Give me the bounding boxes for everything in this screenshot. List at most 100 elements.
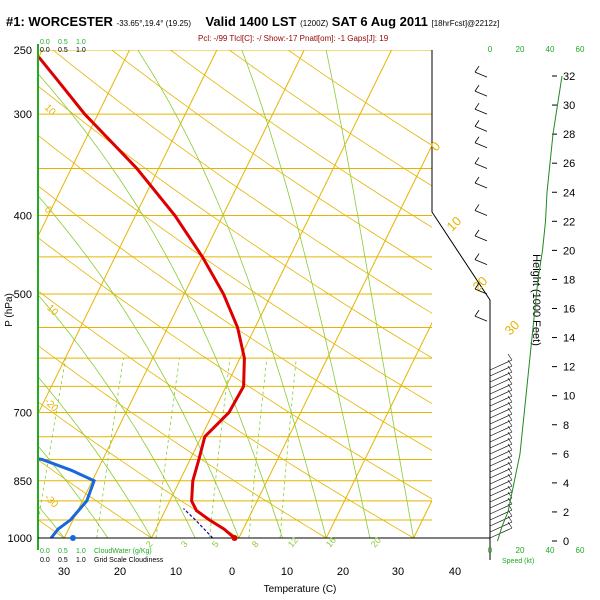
isotherm-label: 0 xyxy=(42,204,54,216)
speed-tick-bottom: 40 xyxy=(546,546,555,555)
speed-tick-top: 60 xyxy=(576,45,585,54)
dry-adiabat-label: 0 xyxy=(428,138,444,154)
moist-adiabat-line xyxy=(241,50,371,538)
wind-barb-flag xyxy=(507,371,513,379)
cloudwater-title: CloudWater (g/Kg) xyxy=(94,548,152,555)
wind-barb-flag xyxy=(474,65,480,73)
wind-barb xyxy=(489,437,513,449)
pressure-tick-label: 500 xyxy=(14,289,32,301)
isotherm-line xyxy=(38,50,130,238)
wind-barb xyxy=(474,182,488,189)
cloudiness-tick-top: 0.0 xyxy=(40,47,50,54)
speed-tick-bottom: 0 xyxy=(488,546,493,555)
dry-adiabat-line xyxy=(38,85,432,359)
series-temperature-line xyxy=(38,56,246,538)
x-axis-label: Temperature (C) xyxy=(264,584,337,595)
pressure-tick-label: 400 xyxy=(14,210,32,222)
wind-barb xyxy=(474,259,488,266)
wind-barb-flag xyxy=(507,353,513,361)
plot-frame xyxy=(37,44,491,560)
height-tick-label: 2 xyxy=(563,507,569,519)
mixing-ratio-label: 20 xyxy=(369,535,383,549)
wind-barb xyxy=(489,461,513,473)
cloudwater-tick-bottom: 0.0 xyxy=(40,548,50,555)
wind-barb xyxy=(489,527,513,539)
chart-subtitle: Pcl: -/99 Tlcl[C]: -/ Show:-17 Pnatl[om]… xyxy=(198,34,389,43)
cloudiness-tick-bottom: 0.5 xyxy=(58,557,68,564)
mixing-ratio-line xyxy=(248,358,268,538)
isotherm-line xyxy=(413,499,432,538)
wind-barb xyxy=(489,521,513,533)
wind-barb-flag xyxy=(507,431,513,439)
wind-barb-flag xyxy=(507,515,513,523)
height-tick-label: 12 xyxy=(563,362,575,374)
wind-barb xyxy=(489,425,513,437)
wind-barb-flag xyxy=(507,413,513,421)
mixing-ratio-line xyxy=(96,358,124,538)
wind-barb-flag xyxy=(507,503,513,511)
mixing-ratio-line xyxy=(279,358,297,538)
moist-adiabat-line xyxy=(38,445,109,538)
moist-adiabat-line xyxy=(38,73,283,538)
speed-tick-top: 20 xyxy=(516,45,525,54)
isotherm-line xyxy=(151,50,392,538)
wind-barb xyxy=(489,407,513,419)
wind-barb-flag xyxy=(507,401,513,409)
height-tick-label: 4 xyxy=(563,478,569,490)
dry-adiabat-line xyxy=(38,134,432,405)
speed-tick-top: 0 xyxy=(488,45,493,54)
height-tick-label: 6 xyxy=(563,449,569,461)
wind-barb xyxy=(474,90,488,97)
wind-barb xyxy=(474,163,488,169)
wind-barb xyxy=(489,365,513,377)
wind-barb xyxy=(489,389,513,401)
isotherm-label: 10 xyxy=(42,102,58,118)
title-fcst: [18hrFcst]@2212z] xyxy=(431,19,500,28)
wind-barb xyxy=(489,401,513,413)
cloudwater-tick-top: 0.5 xyxy=(58,39,68,46)
series-dewpoint-line xyxy=(38,457,96,538)
mixing-ratio-label: 16 xyxy=(324,535,338,549)
cloudiness-title: Grid Scale Cloudiness xyxy=(94,557,164,564)
moist-adiabat-line xyxy=(38,376,152,538)
wind-barb xyxy=(489,503,513,515)
wind-barbs xyxy=(474,65,513,539)
pressure-tick-label: 250 xyxy=(14,45,32,57)
wind-barb xyxy=(474,142,488,149)
cloudiness-tick-top: 1.0 xyxy=(76,47,86,54)
cloudwater-tick-top: 1.0 xyxy=(76,39,86,46)
temperature-tick-label: 0 xyxy=(229,566,235,578)
dry-adiabat-line xyxy=(38,345,327,538)
wind-barb xyxy=(489,431,513,443)
height-tick-label: 28 xyxy=(563,129,575,141)
temperature-tick-label: 20 xyxy=(114,566,126,578)
mixing-ratio-label: 5 xyxy=(210,539,221,549)
wind-barb-flag xyxy=(507,377,513,385)
wind-barb-flag xyxy=(474,176,480,184)
dry-adiabat-label: 30 xyxy=(502,317,523,338)
height-tick-label: 8 xyxy=(563,420,569,432)
temperature-tick-label: 10 xyxy=(281,566,293,578)
isotherm-line xyxy=(38,50,218,415)
wind-barb xyxy=(489,473,513,485)
wind-barb xyxy=(474,108,488,115)
temperature-tick-label: 40 xyxy=(449,566,461,578)
barb-panel-border xyxy=(431,50,491,560)
wind-barb xyxy=(474,288,488,295)
isotherm-line xyxy=(501,50,600,538)
height-tick-label: 26 xyxy=(563,158,575,170)
wind-barb-flag xyxy=(474,229,480,237)
dry-adiabat-line xyxy=(52,50,432,314)
wind-barb xyxy=(489,395,513,407)
series-parcel-line xyxy=(183,508,214,538)
wind-barb-flag xyxy=(507,419,513,427)
wind-barb-flag xyxy=(507,443,513,451)
wind-barb-flag xyxy=(507,473,513,481)
speed-tick-bottom: 20 xyxy=(516,546,525,555)
wind-barb xyxy=(489,485,513,497)
wind-speed-line xyxy=(497,75,563,542)
wind-barb xyxy=(489,455,513,467)
wind-barb-flag xyxy=(507,461,513,469)
